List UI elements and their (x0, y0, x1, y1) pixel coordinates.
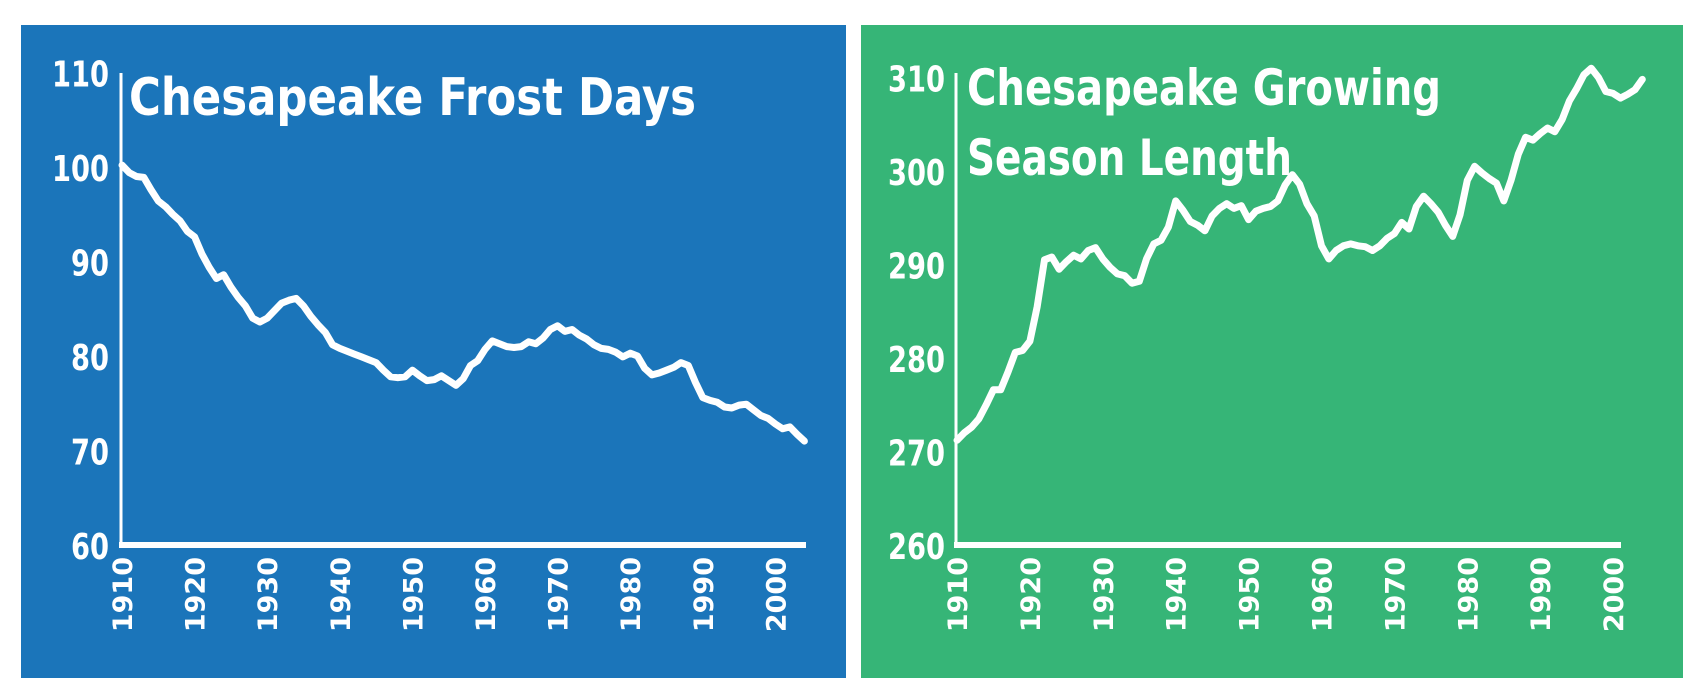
chart-title: Chesapeake Frost Days (129, 68, 696, 128)
x-tick-label: 1980 (1453, 557, 1484, 632)
growing-season-chart: 260270280290300310320 191019201930194019… (861, 25, 1683, 678)
x-tick-label: 1980 (616, 557, 647, 632)
x-tick-label: 1930 (1089, 557, 1120, 632)
y-tick-label: 100 (52, 149, 109, 190)
y-tick-label: 310 (888, 60, 945, 101)
y-tick-label: 60 (71, 527, 109, 568)
y-tick-label: 110 (52, 55, 109, 96)
chart-background (861, 25, 1683, 678)
x-tick-label: 2000 (1599, 557, 1630, 632)
x-tick-label: 1930 (253, 557, 284, 632)
x-tick-label: 1960 (471, 557, 502, 632)
x-tick-label: 1910 (108, 557, 139, 632)
x-axis-ticks: 1910 1920 1930 1940 1950 1960 1970 1980 1990 2000 (943, 557, 1630, 632)
chart-title-line-1: Chesapeake Growing (967, 59, 1441, 117)
y-axis-ticks: 60 70 80 90 100 110 (52, 55, 109, 569)
growing-season-data-line (953, 64, 1646, 444)
y-tick-label: 290 (888, 247, 945, 288)
x-tick-label: 1970 (1380, 557, 1411, 632)
x-tick-label: 1950 (398, 557, 429, 632)
y-tick-label: 270 (888, 434, 945, 475)
y-tick-label: 280 (888, 340, 945, 381)
x-tick-label: 1950 (1235, 557, 1266, 632)
y-axis-ticks: 260270280290300310320 (888, 60, 945, 569)
growing-season-chart-panel: 260270280290300310320 191019201930194019… (861, 25, 1683, 678)
chart-background (21, 25, 846, 678)
x-tick-label: 1990 (1526, 557, 1557, 632)
x-tick-label: 1920 (181, 557, 212, 632)
x-tick-label: 1990 (689, 557, 720, 632)
frost-days-chart-panel: 60 70 80 90 100 110 1910 1920 1930 1940 1950 1960 1… (21, 25, 846, 678)
x-tick-label: 1910 (943, 557, 974, 632)
y-tick-label: 80 (71, 338, 109, 379)
x-tick-label: 2000 (761, 557, 792, 632)
y-tick-label: 260 (888, 527, 945, 568)
x-tick-label: 1970 (544, 557, 575, 632)
x-tick-label: 1940 (1162, 557, 1193, 632)
x-tick-label: 1940 (326, 557, 357, 632)
y-tick-label: 90 (71, 244, 109, 285)
y-tick-label: 70 (71, 433, 109, 474)
frost-days-data-line (118, 161, 808, 445)
x-axis-ticks: 1910 1920 1930 1940 1950 1960 1970 1980 1990 2000 (108, 557, 792, 632)
chart-title-line-2: Season Length (967, 129, 1292, 187)
x-tick-label: 1920 (1016, 557, 1047, 632)
x-tick-label: 1960 (1308, 557, 1339, 632)
y-tick-label: 300 (888, 153, 945, 194)
